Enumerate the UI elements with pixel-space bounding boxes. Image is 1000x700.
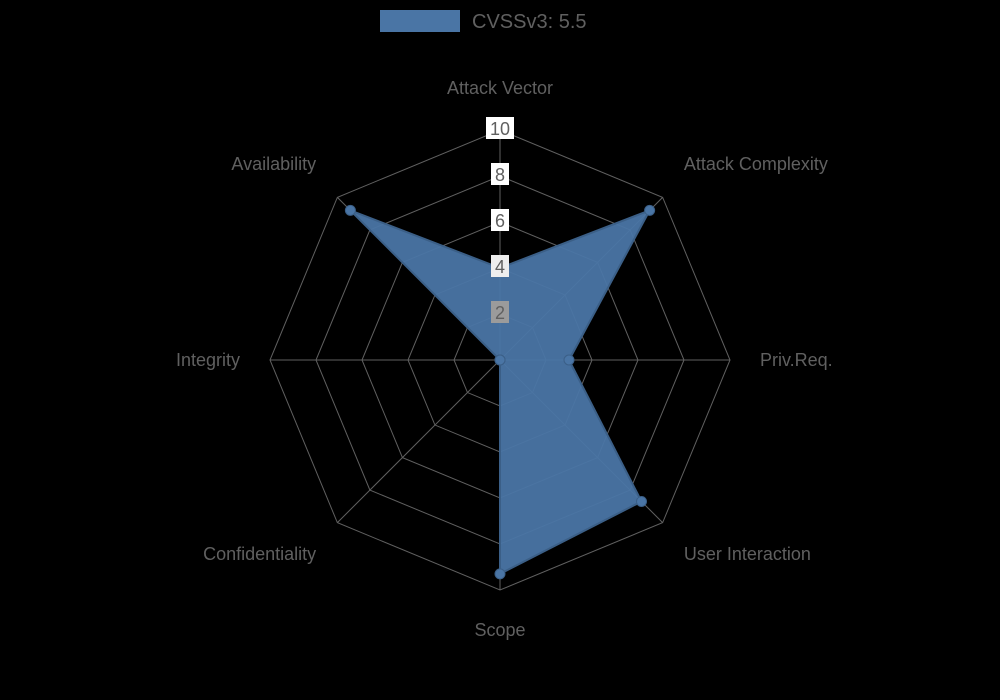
svg-text:8: 8 xyxy=(495,165,505,185)
svg-text:4: 4 xyxy=(495,257,505,277)
series-point xyxy=(495,355,505,365)
cvss-radar-chart: CVSSv3: 5.5 Attack Vector Attack Complexi… xyxy=(0,0,1000,700)
svg-text:6: 6 xyxy=(495,211,505,231)
svg-text:2: 2 xyxy=(495,303,505,323)
tick-label: 10 xyxy=(486,117,514,139)
axis-label: Attack Complexity xyxy=(684,154,828,174)
legend: CVSSv3: 5.5 xyxy=(380,10,587,33)
tick-label: 8 xyxy=(491,163,509,185)
tick-label: 6 xyxy=(491,209,509,231)
spoke xyxy=(337,360,500,523)
axis-label: Confidentiality xyxy=(203,544,316,564)
axis-label: Integrity xyxy=(176,350,240,370)
series-point xyxy=(495,569,505,579)
tick-label: 4 xyxy=(491,255,509,277)
series-point xyxy=(564,355,574,365)
axis-label: User Interaction xyxy=(684,544,811,564)
axis-label: Priv.Req. xyxy=(760,350,833,370)
axis-label: Availability xyxy=(231,154,316,174)
svg-text:10: 10 xyxy=(490,119,510,139)
legend-label: CVSSv3: 5.5 xyxy=(472,11,587,33)
tick-label: 2 xyxy=(491,301,509,323)
legend-swatch xyxy=(380,10,460,32)
axis-label: Attack Vector xyxy=(447,78,553,98)
axis-label: Scope xyxy=(474,620,525,640)
series-point xyxy=(345,205,355,215)
series-point xyxy=(636,496,646,506)
series-point xyxy=(645,205,655,215)
